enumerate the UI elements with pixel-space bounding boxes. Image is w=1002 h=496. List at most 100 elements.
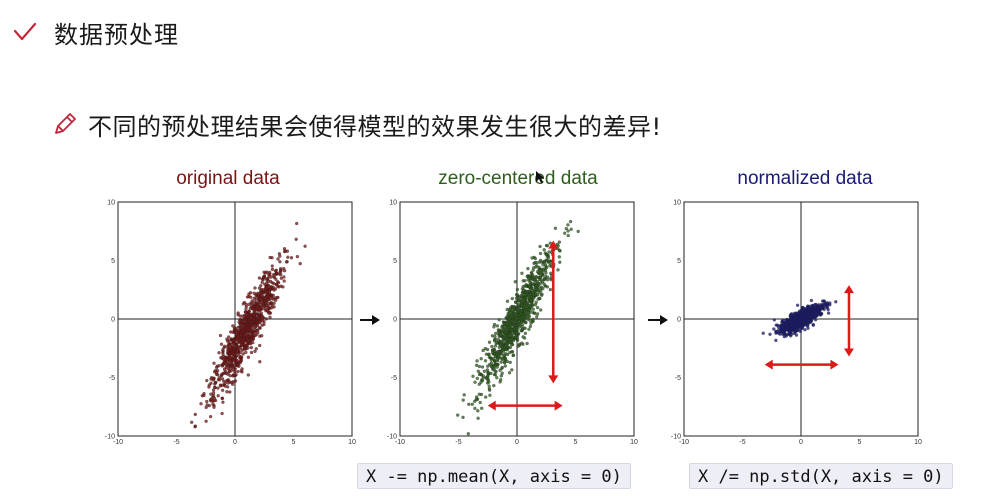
scatter-point bbox=[230, 345, 235, 349]
plot-title-normalized: normalized data bbox=[737, 168, 873, 189]
scatter-point bbox=[517, 302, 521, 307]
scatter-point bbox=[262, 322, 266, 327]
scatter-point bbox=[804, 319, 808, 323]
scatter-point bbox=[532, 278, 536, 282]
scatter-point bbox=[214, 365, 219, 370]
scatter-point bbox=[488, 362, 492, 367]
scatter-point bbox=[210, 399, 215, 403]
scatter-point bbox=[545, 258, 549, 262]
scatter-point bbox=[520, 291, 525, 295]
scatter-point bbox=[282, 279, 286, 283]
scatter-point bbox=[216, 386, 220, 390]
x-tick-label: 0 bbox=[799, 439, 803, 446]
scatter-point bbox=[531, 273, 535, 277]
scatter-point bbox=[486, 371, 491, 375]
scatter-point bbox=[479, 357, 483, 361]
scatter-point bbox=[479, 373, 484, 377]
scatter-point bbox=[232, 373, 236, 378]
scatter-point bbox=[563, 231, 567, 235]
scatter-point bbox=[193, 412, 197, 417]
scatter-point bbox=[209, 392, 213, 396]
scatter-point bbox=[193, 425, 197, 429]
x-tick-label: 10 bbox=[914, 439, 922, 446]
scatter-point bbox=[219, 342, 224, 346]
scatter-point bbox=[228, 374, 232, 378]
arrow-head bbox=[548, 240, 559, 249]
scatter-point bbox=[526, 297, 530, 301]
scatter-point bbox=[244, 314, 248, 318]
scatter-point bbox=[525, 341, 529, 346]
scatter-point bbox=[538, 251, 543, 256]
y-tick-label: 5 bbox=[677, 258, 681, 265]
scatter-point bbox=[220, 411, 224, 416]
scatter-point bbox=[768, 332, 772, 336]
x-tick-label: -5 bbox=[173, 439, 179, 446]
scatter-point bbox=[526, 278, 530, 282]
y-tick-label: 10 bbox=[389, 200, 397, 207]
y-tick-label: 10 bbox=[107, 200, 115, 207]
scatter-point bbox=[553, 226, 558, 230]
scatter-point bbox=[519, 311, 523, 316]
scatter-point bbox=[499, 378, 503, 382]
scatter-point bbox=[239, 340, 244, 344]
scatter-point bbox=[780, 319, 784, 324]
scatter-point bbox=[261, 302, 265, 306]
scatter-point bbox=[461, 415, 465, 420]
scatter-point bbox=[236, 330, 240, 335]
scatter-point bbox=[262, 275, 267, 279]
scatter-point bbox=[255, 320, 259, 324]
scatter-point bbox=[278, 260, 282, 264]
scatter-point bbox=[524, 305, 528, 309]
scatter-point bbox=[532, 266, 536, 270]
scatter-point bbox=[477, 364, 482, 369]
scatter-point bbox=[538, 244, 542, 249]
slide-heading: 数据预处理 bbox=[54, 20, 179, 49]
scatter-point bbox=[221, 371, 226, 375]
pencil-icon bbox=[52, 111, 78, 137]
scatter-point bbox=[227, 369, 232, 374]
scatter-point bbox=[199, 402, 203, 406]
scatter-point bbox=[241, 352, 245, 356]
scatter-point bbox=[241, 334, 246, 338]
scatter-point bbox=[542, 282, 546, 286]
scatter-point bbox=[235, 345, 239, 349]
scatter-point bbox=[556, 268, 560, 272]
check-icon bbox=[12, 19, 38, 45]
scatter-point bbox=[281, 285, 285, 289]
scatter-point bbox=[569, 227, 573, 231]
spread-arrows bbox=[487, 240, 563, 411]
scatter-point bbox=[476, 369, 480, 373]
scatter-point bbox=[475, 376, 479, 381]
scatter-point bbox=[513, 313, 518, 318]
scatter-point bbox=[228, 390, 232, 394]
scatter-point bbox=[231, 324, 235, 328]
scatter-point bbox=[478, 400, 482, 405]
scatter-point bbox=[774, 338, 778, 343]
scatter-point bbox=[236, 311, 240, 315]
scatter-point bbox=[495, 376, 499, 380]
scatter-point bbox=[221, 352, 225, 357]
scatter-point bbox=[539, 281, 543, 285]
scatter-point bbox=[190, 420, 194, 424]
scatter-point bbox=[202, 391, 206, 396]
scatter-point bbox=[487, 384, 491, 388]
scatter-point bbox=[245, 338, 249, 343]
scatter-point bbox=[510, 368, 514, 372]
scatter-point bbox=[521, 300, 525, 304]
scatter-point bbox=[238, 354, 242, 359]
scatter-point bbox=[502, 325, 506, 329]
scatter-point bbox=[256, 291, 260, 295]
scatter-point bbox=[245, 334, 250, 338]
scatter-point bbox=[217, 351, 221, 355]
scatter-point bbox=[492, 325, 496, 329]
scatter-point bbox=[803, 328, 807, 332]
scatter-point bbox=[239, 359, 243, 363]
plot-title-original: original data bbox=[176, 168, 280, 189]
scatter-point bbox=[499, 342, 503, 346]
scatter-point bbox=[257, 276, 262, 280]
scatter-point bbox=[209, 381, 213, 385]
scatter-point bbox=[249, 350, 254, 355]
scatter-point bbox=[494, 337, 498, 341]
scatter-point bbox=[810, 308, 815, 312]
scatter-point bbox=[261, 277, 265, 282]
